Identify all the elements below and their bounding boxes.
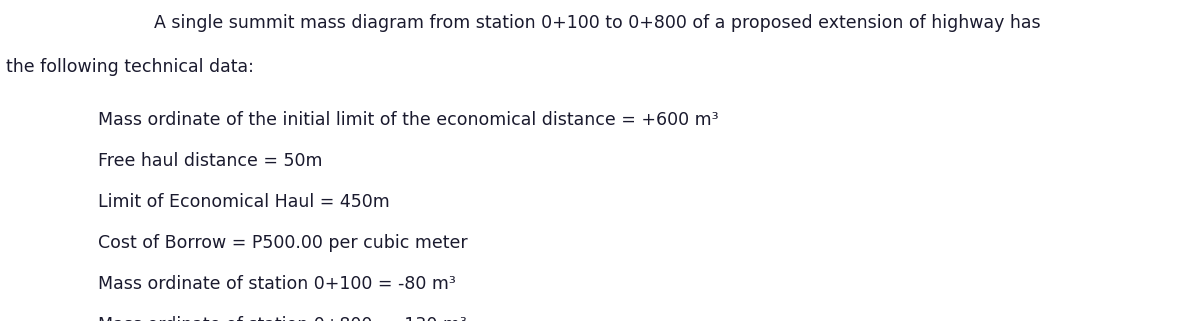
Text: Mass ordinate of station 0+800 = -130 m³: Mass ordinate of station 0+800 = -130 m³ <box>98 316 467 321</box>
Text: Mass ordinate of the initial limit of the economical distance = +600 m³: Mass ordinate of the initial limit of th… <box>98 111 719 129</box>
Text: Free haul distance = 50m: Free haul distance = 50m <box>98 152 323 170</box>
Text: the following technical data:: the following technical data: <box>6 58 254 76</box>
Text: Limit of Economical Haul = 450m: Limit of Economical Haul = 450m <box>98 193 390 211</box>
Text: Cost of Borrow = P500.00 per cubic meter: Cost of Borrow = P500.00 per cubic meter <box>98 234 468 252</box>
Text: Mass ordinate of station 0+100 = -80 m³: Mass ordinate of station 0+100 = -80 m³ <box>98 275 456 293</box>
Text: A single summit mass diagram from station 0+100 to 0+800 of a proposed extension: A single summit mass diagram from statio… <box>154 14 1040 32</box>
